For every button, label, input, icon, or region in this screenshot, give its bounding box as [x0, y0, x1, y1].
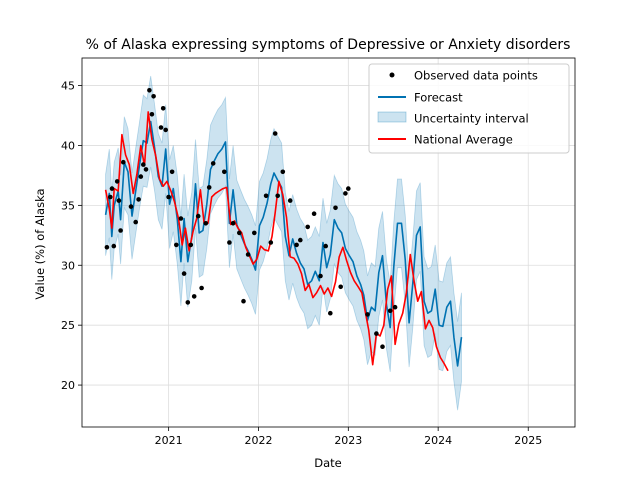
- y-tick-label: 30: [61, 259, 75, 272]
- observed-data-point: [136, 197, 141, 202]
- observed-data-point: [206, 185, 212, 190]
- x-tick-label: 2024: [424, 434, 452, 447]
- observed-data-point: [111, 243, 117, 249]
- observed-data-point: [174, 242, 179, 248]
- legend-interval-swatch: [377, 111, 407, 123]
- y-tick-label: 20: [61, 379, 75, 392]
- legend-observed-marker: [389, 72, 395, 78]
- observed-data-point: [380, 344, 385, 350]
- observed-data-point: [328, 310, 333, 316]
- observed-data-point: [178, 216, 184, 221]
- observed-data-point: [181, 271, 187, 276]
- observed-data-point: [149, 112, 155, 117]
- observed-data-point: [141, 162, 146, 167]
- x-tick-label: 2023: [334, 434, 362, 447]
- y-axis-ticks: 20 25 30 35 40 45: [61, 80, 82, 392]
- observed-data-point: [108, 194, 113, 200]
- uncertainty-band-layer: [105, 75, 462, 411]
- observed-data-point: [275, 193, 281, 199]
- observed-data-point: [133, 219, 138, 225]
- observed-data-point: [203, 221, 209, 226]
- observed-data-point: [387, 308, 393, 314]
- x-axis-label: Date: [314, 456, 342, 470]
- observed-data-point: [227, 240, 232, 245]
- observed-data-point: [222, 169, 227, 175]
- observed-data-point: [268, 240, 274, 245]
- observed-data-point: [280, 169, 286, 175]
- observed-data-point: [294, 242, 299, 248]
- observed-data-point: [147, 88, 152, 93]
- observed-data-point: [230, 221, 236, 226]
- observed-data-point: [116, 198, 122, 203]
- observed-data-point: [323, 243, 329, 249]
- legend-observed-label: Observed data points: [414, 69, 538, 83]
- observed-data-point: [272, 131, 278, 136]
- x-tick-label: 2021: [155, 434, 183, 447]
- uncertainty-interval-band: [105, 75, 462, 411]
- plot-frame: [81, 57, 576, 428]
- national-average-layer: [104, 111, 449, 372]
- observed-data-point: [138, 174, 144, 179]
- observed-data-point: [318, 273, 323, 279]
- observed-data-point: [245, 252, 251, 257]
- observed-data-point: [121, 159, 126, 165]
- observed-data-point: [195, 213, 201, 219]
- observed-data-point: [392, 304, 398, 310]
- y-axis-label: Value (%) of Alaska: [33, 188, 47, 299]
- legend-forecast-label: Forecast: [414, 91, 463, 105]
- observed-data-point: [287, 198, 293, 203]
- x-axis-ticks: 2021 2022 2023 2024 2025: [155, 427, 542, 447]
- observed-data-point: [158, 125, 164, 130]
- x-tick-label: 2025: [514, 434, 542, 447]
- observed-data-point: [241, 298, 246, 304]
- observed-data-point: [343, 191, 348, 196]
- chart-title: % of Alaska expressing symptoms of Depre…: [86, 37, 571, 53]
- observed-data-point: [305, 224, 311, 230]
- observed-data-point: [163, 127, 168, 133]
- observed-data-point: [191, 294, 197, 299]
- observed-data-point: [333, 205, 338, 211]
- observed-data-point: [169, 169, 175, 175]
- x-tick-label: 2022: [244, 434, 272, 447]
- observed-data-point: [338, 284, 344, 290]
- observed-data-point: [346, 186, 351, 191]
- observed-data-point: [166, 194, 171, 200]
- legend: Observed data points Forecast Uncertaint…: [368, 63, 570, 154]
- observed-data-point: [298, 237, 303, 243]
- observed-data-point: [160, 106, 166, 111]
- y-tick-label: 25: [61, 319, 75, 332]
- observed-data-point: [104, 245, 110, 250]
- observed-data-point: [151, 94, 156, 99]
- observed-data-point: [109, 186, 115, 191]
- y-tick-label: 40: [61, 139, 75, 152]
- observed-data-point: [252, 230, 257, 236]
- observed-data-point: [199, 285, 204, 291]
- y-tick-label: 45: [61, 80, 75, 93]
- observed-data-point: [185, 300, 191, 305]
- observed-data-point: [374, 331, 379, 336]
- observed-data-point: [263, 193, 269, 199]
- forecast-line: [104, 120, 463, 367]
- observed-data-point: [118, 228, 123, 233]
- observed-data-point: [128, 204, 134, 209]
- legend-national-label: National Average: [414, 133, 513, 147]
- observed-data-point: [311, 211, 317, 216]
- observed-data-point: [143, 167, 149, 172]
- observed-data-point: [114, 179, 120, 184]
- legend-interval-label: Uncertainty interval: [414, 112, 529, 126]
- y-tick-label: 35: [61, 199, 75, 212]
- legend-box: [368, 63, 570, 154]
- observed-data-point: [210, 161, 216, 166]
- observed-data-point: [188, 242, 194, 248]
- observed-data-point: [365, 312, 370, 317]
- forecast-layer: [104, 120, 463, 367]
- national-average-line: [104, 111, 449, 372]
- observed-data-point: [237, 230, 242, 236]
- observed-points-layer: [104, 88, 398, 350]
